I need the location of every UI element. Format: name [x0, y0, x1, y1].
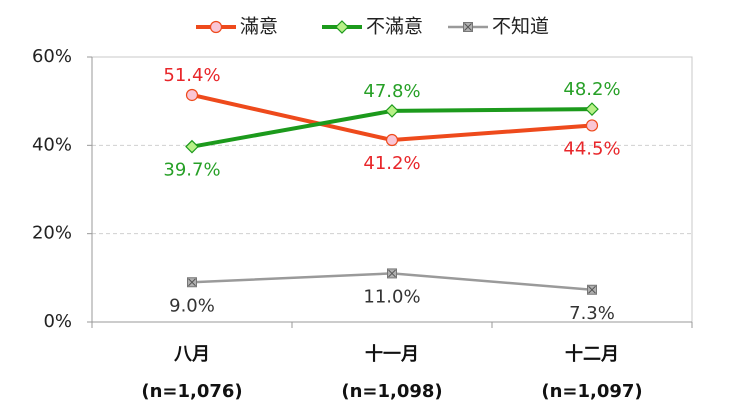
x-tick-note: (n=1,098): [341, 381, 442, 402]
data-label: 48.2%: [563, 79, 620, 100]
data-label: 47.8%: [363, 81, 420, 102]
legend-marker-cross: [464, 23, 472, 31]
point-cross: [388, 269, 396, 278]
y-tick-label: 60%: [32, 46, 72, 67]
y-tick-label: 40%: [32, 134, 72, 155]
x-tick-note: (n=1,076): [141, 381, 242, 402]
data-label: 39.7%: [163, 160, 220, 181]
y-tick-label: 0%: [43, 311, 72, 332]
point-cross: [588, 285, 596, 294]
legend-marker: [335, 20, 349, 34]
legend-label: 不滿意: [366, 16, 423, 38]
legend-label: 滿意: [240, 16, 278, 38]
point: [385, 133, 399, 147]
y-tick-label: 20%: [32, 223, 72, 244]
x-tick-label: 十二月: [565, 343, 619, 365]
legend-marker: [209, 20, 223, 34]
data-label: 44.5%: [563, 138, 620, 159]
data-label: 41.2%: [363, 153, 420, 174]
x-tick-label: 八月: [174, 344, 210, 365]
point: [585, 119, 599, 132]
x-tick-note: (n=1,097): [541, 381, 642, 402]
point: [585, 102, 599, 116]
point-cross: [188, 278, 196, 287]
legend-label: 不知道: [492, 16, 549, 38]
point: [185, 88, 199, 102]
point: [385, 104, 399, 118]
point: [185, 139, 199, 154]
data-label: 9.0%: [169, 295, 215, 316]
data-label: 11.0%: [363, 286, 420, 307]
x-tick-label: 十一月: [365, 343, 419, 365]
data-label: 7.3%: [569, 303, 615, 324]
data-label: 51.4%: [163, 65, 220, 86]
